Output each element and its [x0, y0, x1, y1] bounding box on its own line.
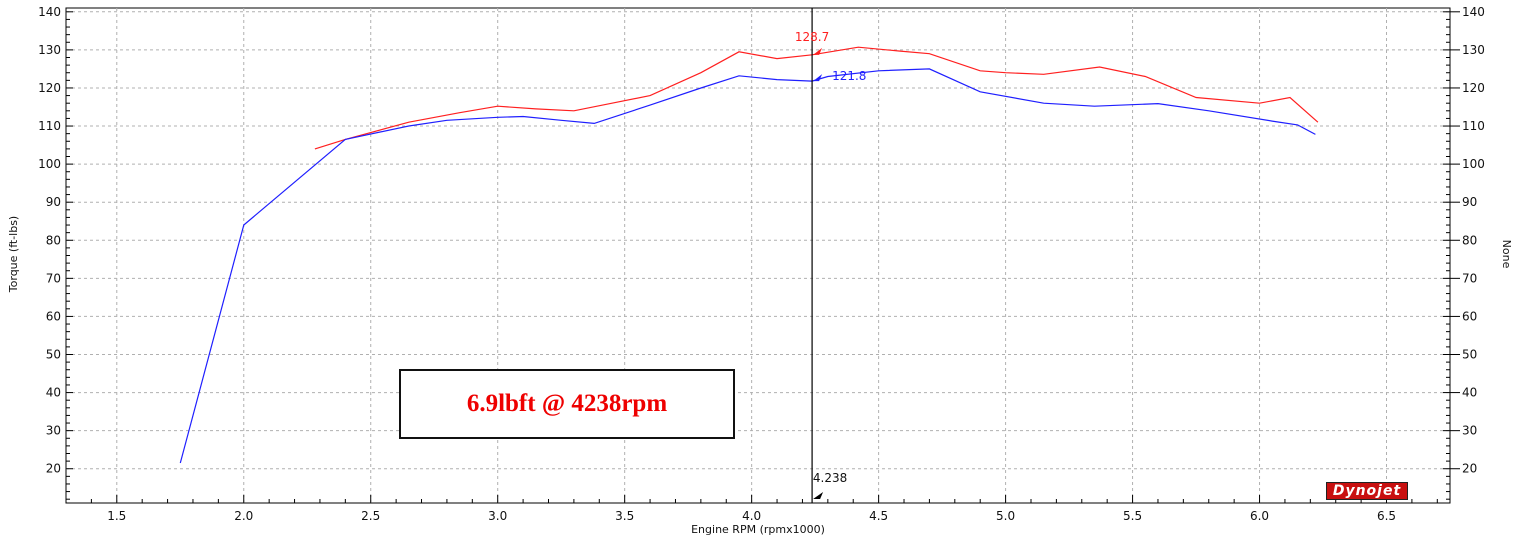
series-line-blue [179, 68, 1316, 464]
y2-axis-ticks: 20 30 40 50 60 70 80 90 100 110 120 130 140 [1443, 5, 1485, 500]
rpm-cursor[interactable]: 128.7 121.8 4.238 [795, 8, 867, 503]
cursor-value-label: 121.8 [832, 69, 866, 83]
plot-area [65, 7, 1451, 504]
x-tick-label: 5.0 [996, 509, 1015, 523]
y2-tick-label: 30 [1462, 424, 1477, 438]
grid-lines [66, 8, 1450, 503]
logo-text: Dynojet [1325, 482, 1409, 500]
x-tick-label: 4.0 [742, 509, 761, 523]
y2-tick-label: 130 [1462, 43, 1485, 57]
y2-tick-label: 140 [1462, 5, 1485, 19]
x-tick-label: 1.5 [107, 509, 126, 523]
y2-tick-label: 50 [1462, 348, 1477, 362]
y-tick-label: 50 [46, 348, 61, 362]
x-tick-label: 4.5 [869, 509, 888, 523]
annotation-text: 6.9lbft @ 4238rpm [466, 390, 668, 417]
cursor-x-marker [813, 492, 824, 499]
cursor-value-marker [813, 74, 823, 82]
y2-tick-label: 40 [1462, 386, 1477, 400]
dynojet-logo: Dynojet [1292, 482, 1442, 500]
y2-tick-label: 60 [1462, 309, 1477, 323]
x-tick-label: 5.5 [1123, 509, 1142, 523]
y2-tick-label: 70 [1462, 271, 1477, 285]
y2-axis-label: None [1500, 240, 1513, 269]
y-tick-label: 30 [46, 424, 61, 438]
y-tick-label: 130 [38, 43, 61, 57]
cursor-x-label: 4.238 [813, 471, 847, 485]
y-tick-label: 80 [46, 233, 61, 247]
x-tick-label: 6.0 [1250, 509, 1269, 523]
x-axis-ticks: 1.5 2.0 2.5 3.0 3.5 4.0 4.5 5.0 5.5 6.0 6.5 [65, 495, 1438, 523]
annotation-box: 6.9lbft @ 4238rpm [399, 369, 735, 439]
y2-tick-label: 110 [1462, 119, 1485, 133]
x-tick-label: 3.5 [615, 509, 634, 523]
x-tick-label: 6.5 [1377, 509, 1396, 523]
y-tick-label: 90 [46, 195, 61, 209]
y2-tick-label: 100 [1462, 157, 1485, 171]
x-tick-label: 3.0 [488, 509, 507, 523]
cursor-value-marker [813, 47, 823, 55]
x-axis-label: Engine RPM (rpmx1000) [691, 523, 825, 536]
y-tick-label: 120 [38, 81, 61, 95]
y-tick-label: 20 [46, 462, 61, 476]
y-tick-label: 40 [46, 386, 61, 400]
y-tick-label: 140 [38, 5, 61, 19]
y-tick-label: 100 [38, 157, 61, 171]
x-tick-label: 2.5 [361, 509, 380, 523]
y2-tick-label: 80 [1462, 233, 1477, 247]
x-tick-label: 2.0 [234, 509, 253, 523]
y2-tick-label: 120 [1462, 81, 1485, 95]
y-tick-label: 70 [46, 271, 61, 285]
y-axis-label: Torque (ft-lbs) [7, 216, 20, 293]
y2-tick-label: 20 [1462, 462, 1477, 476]
y-tick-label: 60 [46, 309, 61, 323]
cursor-value-label: 128.7 [795, 30, 829, 44]
y2-tick-label: 90 [1462, 195, 1477, 209]
y-tick-label: 110 [38, 119, 61, 133]
y-axis-ticks: 20 30 40 50 60 70 80 90 100 110 120 130 140 [38, 5, 73, 500]
